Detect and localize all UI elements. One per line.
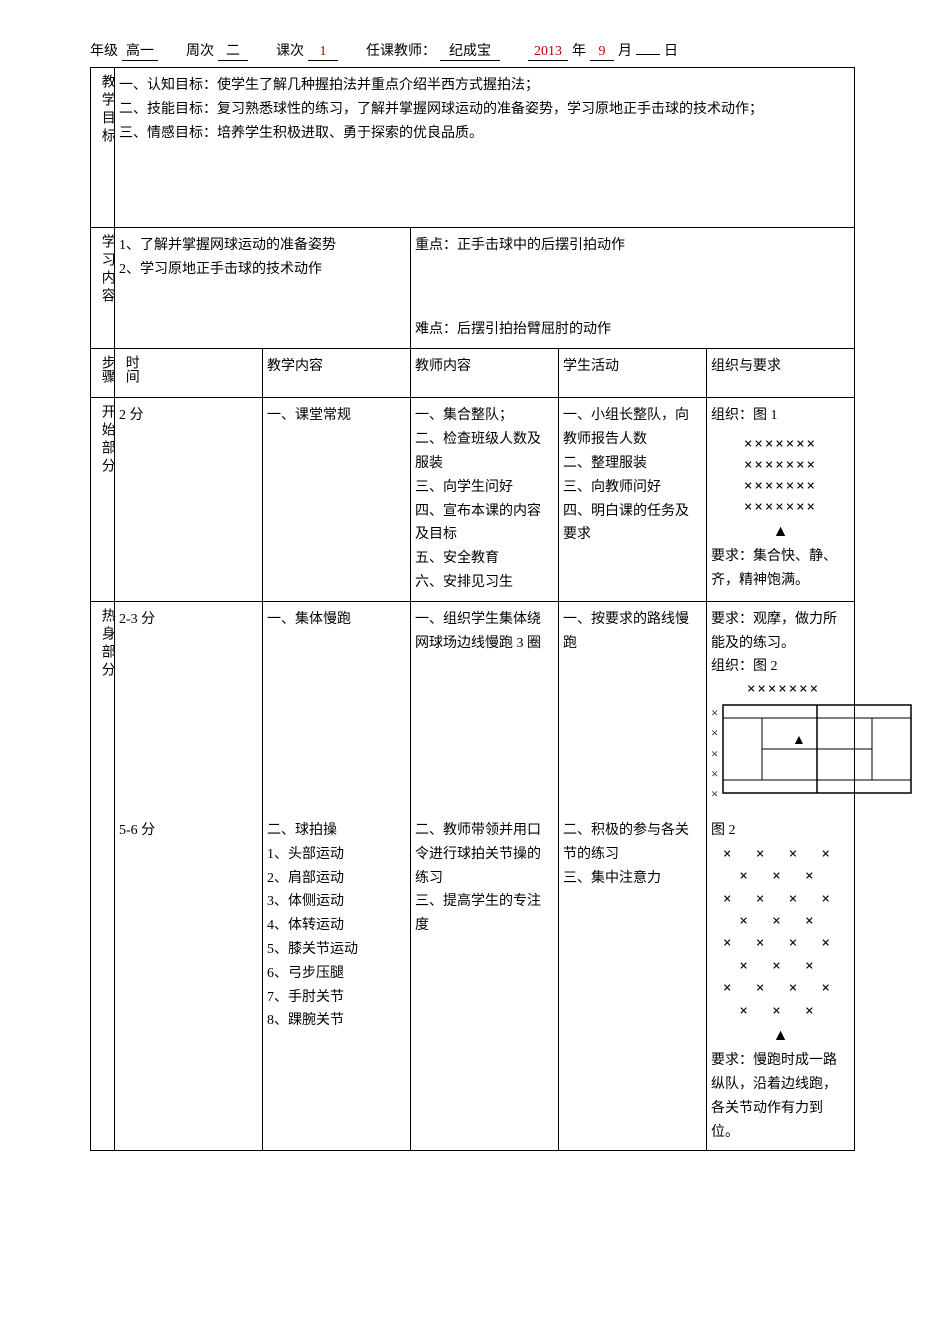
start-requirement: 要求：集合快、静、齐，精神饱满。: [711, 545, 850, 593]
lesson-value: 1: [308, 44, 338, 61]
warm1-org: 要求：观摩，做力所能及的练习。 组织：图 2 ××××××× × × × × ×: [707, 601, 855, 813]
warm-row-2: 5-6 分 二、球拍操1、头部运动2、肩部运动3、体侧运动4、体转运动5、膝关节…: [91, 813, 855, 1151]
warm1-org-title: 组织：图 2: [711, 655, 850, 679]
warm2-student: 二、积极的参与各关节的练习三、集中注意力: [559, 813, 707, 1151]
study-right: 重点：正手击球中的后摆引拍动作 难点：后摆引拍抬臂屈肘的动作: [411, 228, 855, 349]
th-student: 学生活动: [559, 348, 707, 398]
warm2-fig-label: 图 2: [711, 819, 850, 843]
warm1-content: 一、集体慢跑: [263, 601, 411, 813]
court-left-x: × × × × ×: [711, 704, 718, 803]
warm2-org: 图 2 × × × × × × × × × × × × × × × × × × …: [707, 813, 855, 1151]
court-top-x: ×××××××: [711, 679, 850, 700]
start-org-title: 组织：图 1: [711, 404, 850, 428]
svg-text:▲: ▲: [792, 733, 806, 748]
teacher-marker-2: ▲: [711, 1022, 850, 1049]
th-teacher: 教师内容: [411, 348, 559, 398]
th-org: 组织与要求: [707, 348, 855, 398]
start-time: 2 分: [115, 398, 263, 601]
lesson-label: 课次: [276, 40, 304, 60]
year-value: 2013: [528, 44, 568, 61]
grade-label: 年级: [90, 40, 118, 60]
tennis-court-icon: ▲: [722, 704, 912, 794]
teacher-label: 任课教师：: [366, 40, 436, 60]
start-label: 开始部分: [95, 404, 119, 476]
study-keypoint: 重点：正手击球中的后摆引拍动作: [415, 234, 850, 258]
study-row: 学习内容 1、了解并掌握网球运动的准备姿势2、学习原地正手击球的技术动作 重点：…: [91, 228, 855, 349]
warm-row-1: 热身部分 2-3 分 一、集体慢跑 一、组织学生集体绕网球场边线慢跑 3 圈 一…: [91, 601, 855, 813]
warm2-time: 5-6 分: [115, 813, 263, 1151]
goals-row: 教学目标 一、认知目标：使学生了解几种握拍法并重点介绍半西方式握拍法；二、技能目…: [91, 68, 855, 228]
table-header-row: 步骤 时间 教学内容 教师内容 学生活动 组织与要求: [91, 348, 855, 398]
formation-diagram-2: × × × × × × × × × × × × × × × × × × × × …: [711, 843, 850, 1022]
warm1-time: 2-3 分: [115, 601, 263, 813]
formation-diagram-1: ××××××× ××××××× ××××××× ×××××××: [711, 434, 850, 518]
warm1-req: 要求：观摩，做力所能及的练习。: [711, 608, 850, 656]
study-label-cell: 学习内容: [91, 228, 115, 349]
study-label: 学习内容: [95, 234, 119, 306]
th-time: 时间: [115, 348, 263, 398]
warm-label: 热身部分: [95, 608, 119, 680]
warm2-content: 二、球拍操1、头部运动2、肩部运动3、体侧运动4、体转运动5、膝关节运动6、弓步…: [263, 813, 411, 1151]
warm1-teacher: 一、组织学生集体绕网球场边线慢跑 3 圈: [411, 601, 559, 813]
study-left: 1、了解并掌握网球运动的准备姿势2、学习原地正手击球的技术动作: [115, 228, 411, 349]
warm2-requirement: 要求：慢跑时成一路纵队，沿着边线跑，各关节动作有力到位。: [711, 1049, 850, 1144]
th-content: 教学内容: [263, 348, 411, 398]
warm2-teacher: 二、教师带领并用口令进行球拍关节操的练习三、提高学生的专注度: [411, 813, 559, 1151]
start-content: 一、课堂常规: [263, 398, 411, 601]
warm-label-cell: 热身部分: [91, 601, 115, 1151]
grade-value: 高一: [122, 40, 158, 61]
start-row: 开始部分 2 分 一、课堂常规 一、集合整队；二、检查班级人数及服装三、向学生问…: [91, 398, 855, 601]
th-step: 步骤: [91, 348, 115, 398]
goals-label: 教学目标: [95, 74, 119, 146]
document-header: 年级 高一 周次 二 课次 1 任课教师： 纪成宝 2013 年 9 月 日: [90, 40, 855, 61]
day-suffix: 日: [664, 40, 678, 60]
start-student: 一、小组长整队，向教师报告人数二、整理服装三、向教师问好四、明白课的任务及要求: [559, 398, 707, 601]
start-org: 组织：图 1 ××××××× ××××××× ××××××× ××××××× ▲…: [707, 398, 855, 601]
week-value: 二: [218, 40, 248, 61]
court-diagram: × × × × × ▲: [711, 704, 850, 803]
teacher-marker-1: ▲: [711, 518, 850, 545]
goals-text: 一、认知目标：使学生了解几种握拍法并重点介绍半西方式握拍法；二、技能目标：复习熟…: [115, 68, 855, 228]
teacher-value: 纪成宝: [440, 40, 500, 61]
start-teacher: 一、集合整队；二、检查班级人数及服装三、向学生问好四、宣布本课的内容及目标五、安…: [411, 398, 559, 601]
week-label: 周次: [186, 40, 214, 60]
study-difficulty: 难点：后摆引拍抬臂屈肘的动作: [415, 318, 850, 342]
month-suffix: 月: [618, 40, 632, 60]
year-suffix: 年: [572, 40, 586, 60]
month-value: 9: [590, 44, 614, 61]
goals-label-cell: 教学目标: [91, 68, 115, 228]
start-label-cell: 开始部分: [91, 398, 115, 601]
lesson-plan-table: 教学目标 一、认知目标：使学生了解几种握拍法并重点介绍半西方式握拍法；二、技能目…: [90, 67, 855, 1151]
warm1-student: 一、按要求的路线慢跑: [559, 601, 707, 813]
day-value: [636, 54, 660, 55]
